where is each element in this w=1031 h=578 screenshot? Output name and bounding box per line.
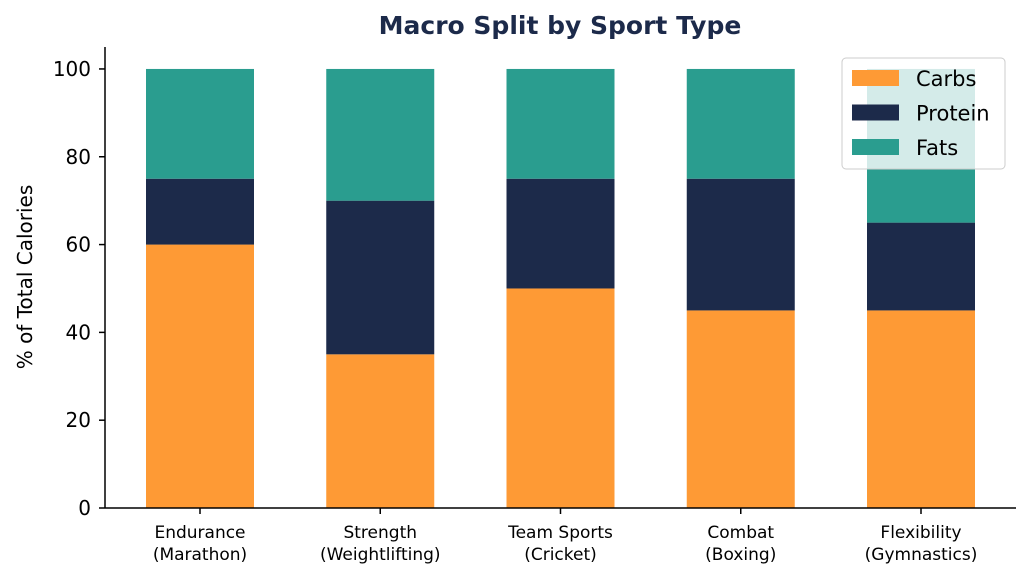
bar-carbs-0 (146, 244, 254, 509)
y-tick-label-3: 60 (66, 233, 91, 257)
x-tick-label-4-1: (Gymnastics) (865, 545, 978, 565)
bar-carbs-2 (506, 288, 615, 508)
x-tick-label-4-0: Flexibility (880, 523, 961, 543)
bar-protein-4 (867, 222, 975, 311)
x-tick-label-1-1: (Weightlifting) (320, 545, 441, 565)
bar-protein-1 (326, 200, 435, 355)
y-tick-label-5: 100 (53, 57, 91, 81)
legend: Carbs Protein Fats (841, 57, 1006, 170)
bar-fats-1 (326, 68, 435, 201)
x-tick-label-0-1: (Marathon) (153, 545, 247, 565)
y-tick-label-2: 40 (66, 320, 91, 344)
x-tick-label-3-0: Combat (707, 523, 774, 543)
x-tick-label-0-0: Endurance (154, 523, 245, 543)
y-axis-label: % of Total Calories (13, 185, 37, 370)
y-tick-label-0: 0 (78, 496, 91, 520)
x-tick-label-2-0: Team Sports (507, 523, 613, 543)
chart-title: Macro Split by Sport Type (379, 11, 742, 40)
bar-fats-0 (146, 68, 254, 179)
legend-swatch-protein (852, 104, 899, 121)
legend-label-carbs: Carbs (916, 67, 976, 91)
legend-label-protein: Protein (916, 102, 990, 126)
bar-protein-3 (686, 178, 795, 311)
legend-swatch-fats (852, 139, 899, 155)
x-tick-label-1-0: Strength (343, 523, 417, 543)
bar-carbs-3 (686, 310, 795, 508)
bar-fats-2 (506, 68, 615, 179)
x-tick-label-2-1: (Cricket) (524, 545, 597, 565)
legend-swatch-carbs (852, 70, 899, 86)
axes-group: 020406080100Endurance(Marathon)Strength(… (53, 47, 1016, 565)
bars-group (146, 68, 975, 509)
y-tick-label-1: 20 (66, 408, 91, 432)
bar-protein-0 (146, 178, 254, 245)
y-tick-label-4: 80 (66, 145, 91, 169)
legend-label-fats: Fats (916, 136, 958, 160)
bar-protein-2 (506, 178, 615, 289)
bar-carbs-1 (326, 354, 435, 508)
bar-fats-3 (686, 68, 795, 179)
bar-carbs-4 (867, 310, 975, 508)
x-tick-label-3-1: (Boxing) (705, 545, 776, 565)
